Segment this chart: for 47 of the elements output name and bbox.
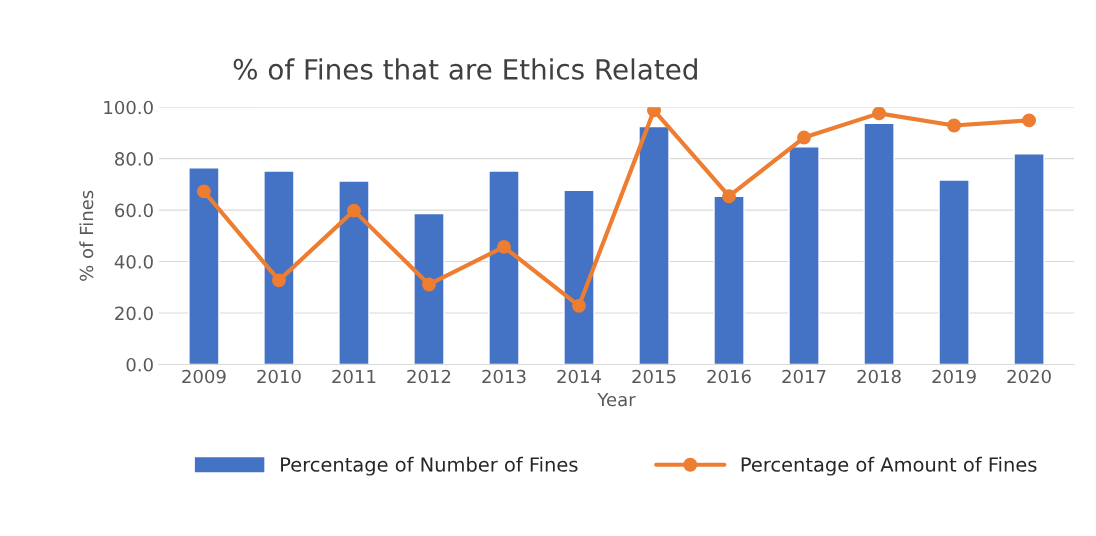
- y-tick-label: 0.0: [126, 357, 153, 372]
- bar: [488, 170, 520, 365]
- bar: [338, 180, 370, 365]
- point: [1022, 113, 1037, 128]
- x-tick-label: 2014: [557, 369, 601, 384]
- bar: [263, 170, 295, 365]
- x-tick-label: 2010: [257, 369, 301, 384]
- chart-title: % of Fines that are Ethics Related: [233, 58, 697, 80]
- bar: [563, 189, 595, 365]
- y-tick-label: 40.0: [114, 255, 153, 269]
- y-tick-label: 100.0: [104, 100, 153, 115]
- legend-label: Percentage of Amount of Fines: [741, 456, 1037, 476]
- point: [572, 298, 586, 313]
- x-tick-label: 2018: [857, 369, 901, 384]
- bar: [1013, 153, 1045, 365]
- bar: [863, 122, 895, 365]
- point: [497, 239, 511, 254]
- bar: [788, 146, 820, 365]
- bar: [188, 167, 220, 365]
- x-tick-label: 2015: [632, 369, 676, 384]
- bar: [413, 212, 445, 365]
- y-axis-title: % of Fines: [79, 190, 94, 281]
- x-tick-label: 2020: [1007, 369, 1051, 384]
- point: [647, 107, 661, 118]
- x-tick-label: 2019: [932, 369, 976, 384]
- bar: [938, 179, 970, 365]
- x-tick-label: 2017: [782, 369, 826, 384]
- bar: [713, 195, 745, 365]
- y-tick-label: 80.0: [115, 152, 153, 166]
- point: [872, 107, 886, 121]
- point: [722, 189, 736, 204]
- x-tick-label: 2011: [332, 369, 376, 384]
- point: [797, 130, 811, 145]
- point: [196, 184, 211, 199]
- y-tick-label: 60.0: [115, 203, 153, 218]
- y-tick-label: 20.0: [115, 306, 153, 321]
- x-axis-title: Year: [597, 392, 636, 407]
- x-tick-label: 2009: [182, 369, 226, 384]
- x-tick-label: 2013: [482, 369, 526, 384]
- legend-label: Percentage of Number of Fines: [281, 456, 578, 476]
- point: [947, 118, 962, 133]
- point: [422, 277, 436, 292]
- x-tick-label: 2012: [407, 369, 451, 384]
- x-tick-label: 2016: [707, 369, 751, 384]
- point: [271, 273, 286, 288]
- bar: [638, 125, 670, 365]
- point: [347, 203, 361, 218]
